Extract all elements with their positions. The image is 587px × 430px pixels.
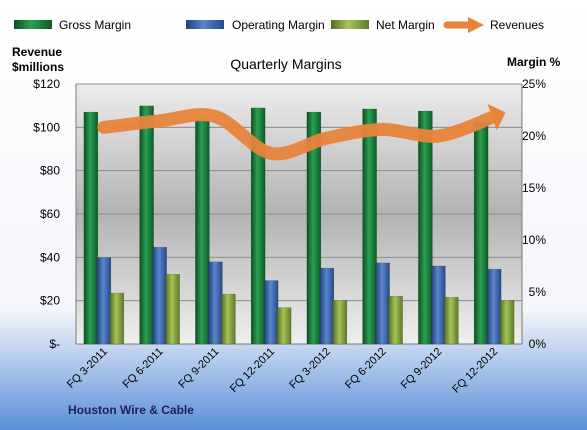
revenue-series [97,103,506,161]
bar-net-margin [332,300,348,345]
legend-item-revenues: Revenues [443,17,544,33]
bar-gross-margin [195,119,210,345]
legend-label-gross-margin: Gross Margin [59,18,131,32]
legend-swatch-gross-margin [14,20,52,29]
bar-gross-margin [473,122,489,345]
left-tick-label: $80 [40,164,60,178]
bar-operating-margin [486,268,502,345]
bar-net-margin [444,296,459,345]
revenues-point [382,129,384,130]
legend-item-operating-margin: Operating Margin [186,18,325,32]
left-tick-label: $40 [40,250,60,264]
bar-net-margin [165,274,180,345]
left-axis-ticks: $- $20 $40 $60 $80 $100 $120 [33,77,60,351]
right-axis-ticks: 0% 5% 10% 15% 20% 25% [522,77,546,351]
revenues-point [326,137,328,139]
bar-net-margin [276,307,292,345]
bar-operating-margin [375,262,390,345]
legend-label-operating-margin: Operating Margin [232,18,325,32]
right-axis-title: Margin % [507,55,561,69]
right-tick-label: 20% [522,129,546,143]
bar-operating-margin [96,257,112,345]
revenues-line [97,108,501,161]
legend-item-gross-margin: Gross Margin [14,18,131,32]
left-tick-label: $120 [33,77,60,91]
chart-title: Quarterly Margins [230,56,341,72]
bar-net-margin [109,292,125,345]
revenues-point [437,135,439,137]
right-tick-label: 15% [522,181,546,195]
bar-net-margin [221,293,236,345]
bar-operating-margin [319,267,335,345]
bar-gross-margin [83,111,99,345]
bars [83,105,515,345]
bar-gross-margin [362,108,377,345]
bar-operating-margin [431,265,446,345]
left-tick-label: $- [49,337,60,351]
right-tick-label: 25% [522,77,546,91]
bar-net-margin [499,300,515,345]
left-tick-label: $20 [40,294,60,308]
bar-gross-margin [418,110,433,345]
right-tick-label: 5% [529,285,547,299]
revenues-point [103,126,105,128]
legend: Gross Margin Operating Margin Net Margin… [14,17,544,33]
bar-gross-margin [306,111,322,345]
bar-operating-margin [263,280,279,345]
legend-swatch-operating-margin [186,20,224,29]
right-tick-label: 0% [529,337,547,351]
revenues-arrowhead [487,103,506,131]
right-tick-label: 10% [522,233,546,247]
legend-swatch-net-margin [331,20,369,29]
revenues-point [159,120,161,122]
left-tick-label: $60 [40,207,60,221]
bar-operating-margin [208,261,223,345]
legend-item-net-margin: Net Margin [331,18,435,32]
revenues-point [214,116,216,117]
bar-net-margin [388,295,403,345]
company-name: Houston Wire & Cable [68,403,194,417]
bar-gross-margin [250,107,266,345]
bar-gross-margin [139,105,154,345]
bar-operating-margin [152,247,167,345]
left-axis-title-line-2: $millions [12,60,64,74]
legend-label-revenues: Revenues [490,18,544,32]
legend-arrowhead-revenues [468,17,484,33]
left-axis-title-line-1: Revenue [12,45,62,59]
revenues-point [270,152,272,154]
left-tick-label: $100 [33,120,60,134]
legend-label-net-margin: Net Margin [376,18,435,32]
